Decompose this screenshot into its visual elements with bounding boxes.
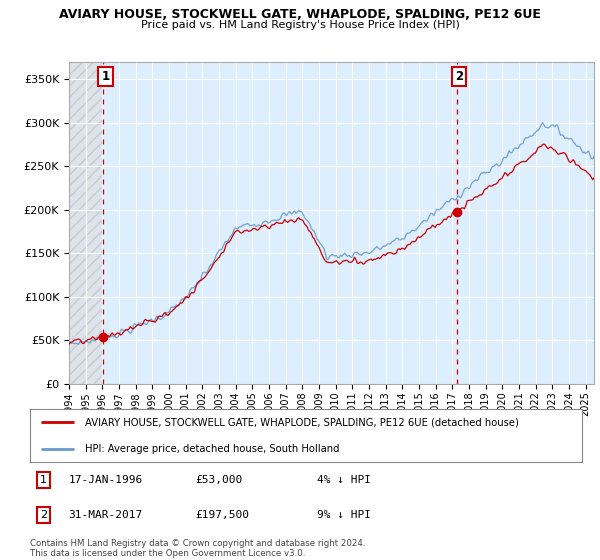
Text: Price paid vs. HM Land Registry's House Price Index (HPI): Price paid vs. HM Land Registry's House …	[140, 20, 460, 30]
Text: 1: 1	[40, 475, 47, 485]
Text: £197,500: £197,500	[196, 510, 250, 520]
Text: 2: 2	[40, 510, 47, 520]
Text: £53,000: £53,000	[196, 475, 243, 485]
Text: 17-JAN-1996: 17-JAN-1996	[68, 475, 143, 485]
Text: AVIARY HOUSE, STOCKWELL GATE, WHAPLODE, SPALDING, PE12 6UE (detached house): AVIARY HOUSE, STOCKWELL GATE, WHAPLODE, …	[85, 417, 519, 427]
Text: 1: 1	[101, 69, 110, 82]
Text: 4% ↓ HPI: 4% ↓ HPI	[317, 475, 371, 485]
Text: 2: 2	[455, 69, 463, 82]
Text: 31-MAR-2017: 31-MAR-2017	[68, 510, 143, 520]
Text: Contains HM Land Registry data © Crown copyright and database right 2024.
This d: Contains HM Land Registry data © Crown c…	[30, 539, 365, 558]
Text: HPI: Average price, detached house, South Holland: HPI: Average price, detached house, Sout…	[85, 444, 340, 454]
Text: 9% ↓ HPI: 9% ↓ HPI	[317, 510, 371, 520]
Text: AVIARY HOUSE, STOCKWELL GATE, WHAPLODE, SPALDING, PE12 6UE: AVIARY HOUSE, STOCKWELL GATE, WHAPLODE, …	[59, 8, 541, 21]
Bar	[69, 62, 103, 384]
